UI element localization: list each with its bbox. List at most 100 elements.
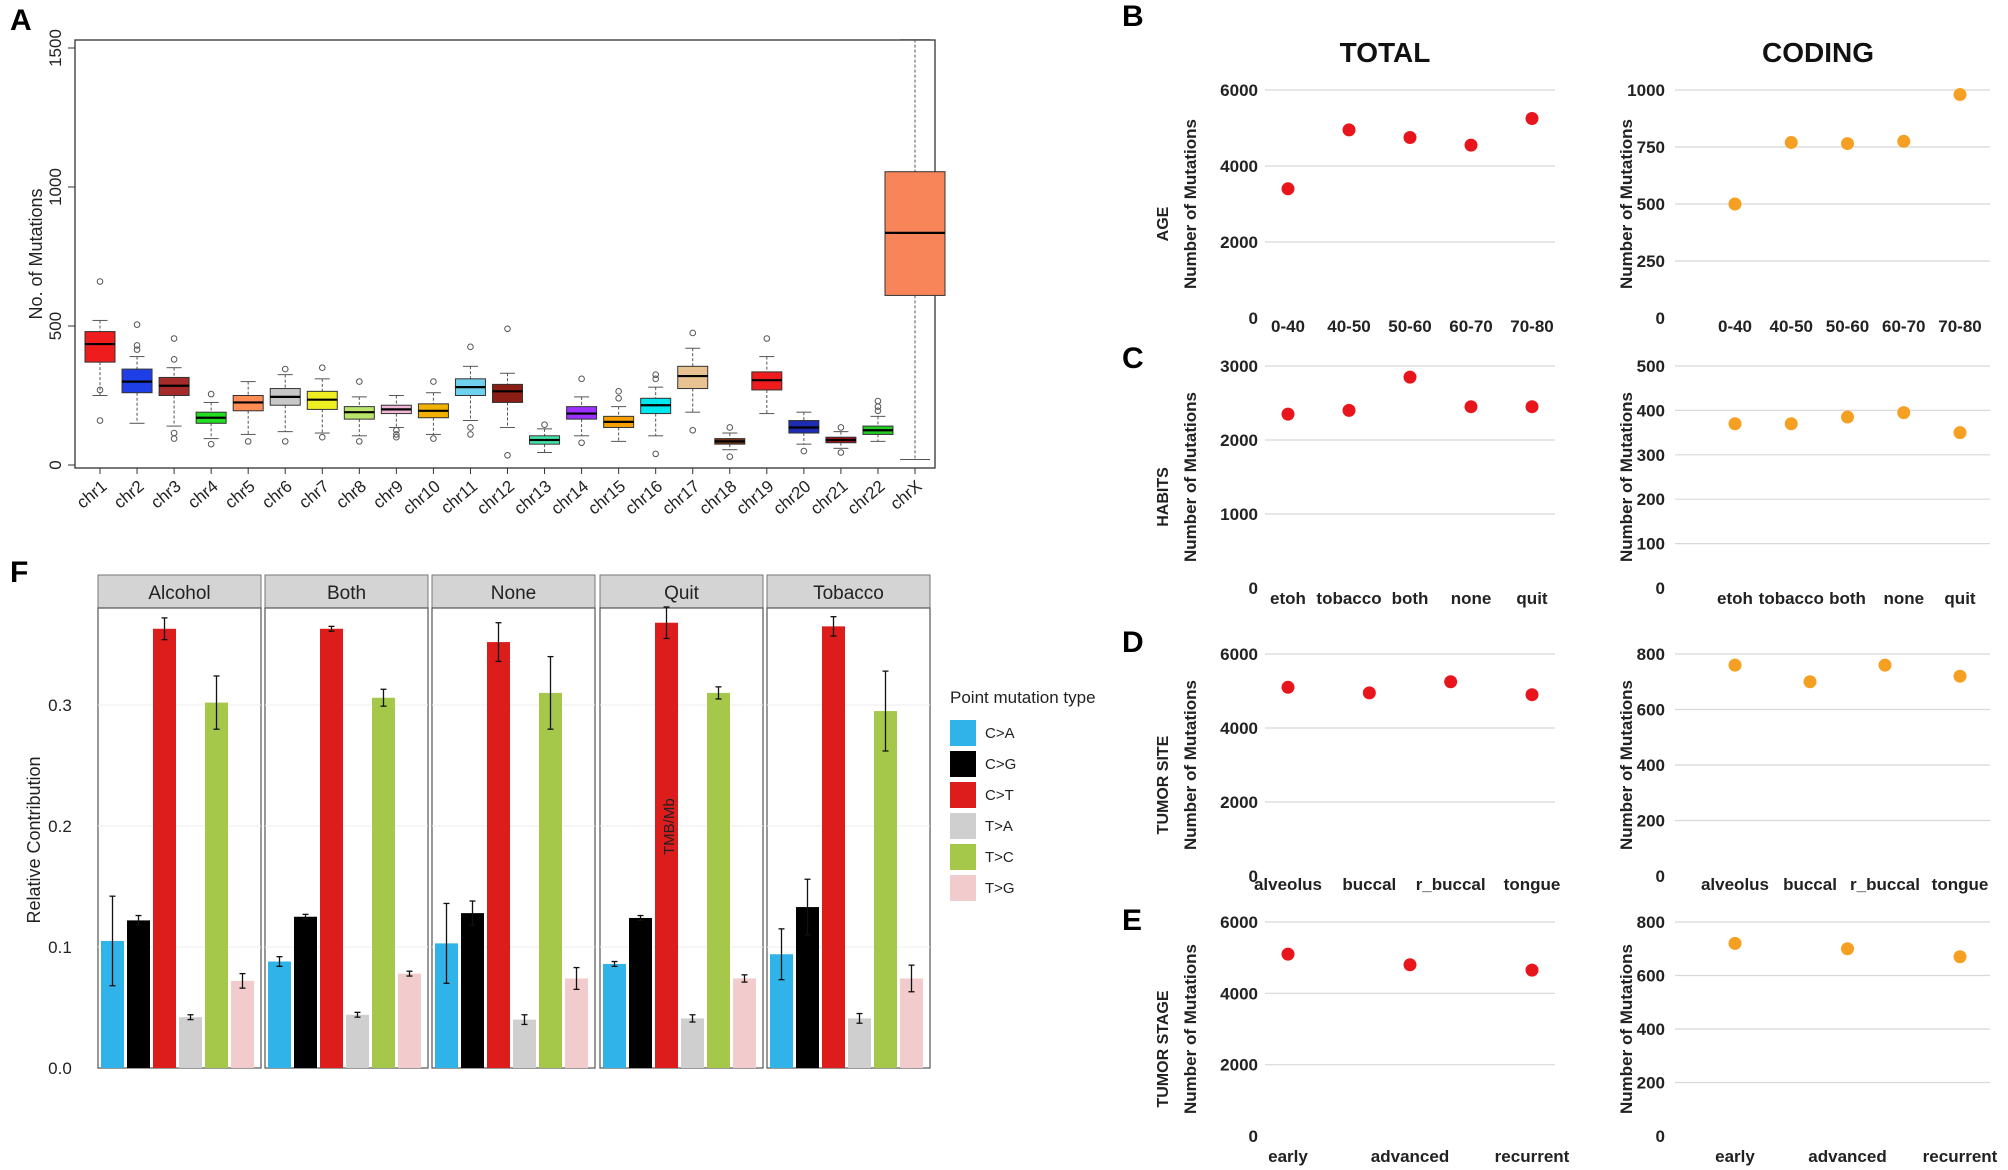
box-chr18 [714,424,746,460]
panel-letter-e: E [1122,904,1142,937]
x-tick-label: 0-40 [1718,317,1752,336]
y-tick-label: 600 [1637,701,1665,720]
outlier-point [504,451,511,459]
data-point [1953,426,1967,440]
y-tick-label: 800 [1637,645,1665,664]
bar-C>T [822,626,845,1068]
box-chr8 [343,378,375,445]
plot-frame [74,39,936,469]
box-chr3 [158,335,190,442]
y-axis-label: Number of Mutations [1181,119,1200,289]
y-tick-label: 4000 [1220,984,1258,1003]
data-point [1728,417,1742,431]
scatter-C-total: 0 1000 2000 3000 Number of Mutations HABITS et… [1155,357,1555,608]
bar-C>A [435,943,458,1068]
row-label: AGE [1155,206,1172,241]
data-point [1897,134,1911,148]
data-point [1403,131,1417,144]
box-chr13 [529,421,561,453]
outlier-point [874,397,882,405]
outlier-point [96,278,104,285]
outlier-point [133,321,141,328]
y-tick-label: 0.0 [48,1059,72,1078]
bar-C>G [294,916,317,1068]
y-tick-label: 0 [1656,1127,1665,1146]
data-point [1728,936,1742,950]
x-tick-label: alveolus [1701,875,1769,894]
y-tick-label: 0.3 [48,696,72,715]
x-tick-label: alveolus [1254,875,1322,894]
outlier-point [504,325,511,333]
facet-label: Tobacco [813,583,884,604]
x-tick-label: chr22 [844,477,889,519]
outlier-point [874,407,882,415]
box-chrX [884,39,946,460]
y-tick-label: 250 [1637,252,1665,271]
bar-T>G [733,978,756,1068]
y-tick-label: 0 [1249,579,1258,598]
y-tick-label: 200 [1637,1074,1665,1093]
legend-swatch [950,813,976,839]
bar-T>C [707,692,730,1068]
x-tick-label: buccal [1783,875,1837,894]
data-point [1878,658,1892,672]
x-tick-label: chr13 [510,477,555,519]
bar-T>G [900,978,923,1068]
y-tick-label: 6000 [1220,81,1258,100]
x-tick-label: quit [1944,589,1975,608]
bar-C>T [487,642,510,1068]
scatter-B-coding: 0 250 500 750 1000 Number of Mutations 0-40 40-… [1617,81,1990,336]
box-chr15 [603,388,635,442]
x-tick-label: 40-50 [1770,317,1813,336]
x-tick-label: quit [1516,589,1547,608]
facet-tobacco: Tobacco [766,574,931,1069]
y-tick-label: 600 [1637,967,1665,986]
facet-label: Alcohol [148,583,210,604]
panel-letter-c: C [1122,342,1144,375]
outlier-point [318,364,326,372]
bar-T>A [681,1018,704,1068]
legend-label: T>C [985,849,1014,866]
row-label: TUMOR STAGE [1155,990,1172,1107]
box-chr16 [640,371,672,458]
data-point [1784,417,1798,431]
outlier-point [467,343,474,351]
x-tick-label: chr19 [733,477,778,519]
box-chr22 [862,397,894,442]
outlier-point [318,433,326,441]
x-tick-label: etoh [1270,589,1306,608]
outlier-point [133,346,141,353]
x-tick-label: etoh [1717,589,1753,608]
box-body [492,383,523,403]
x-tick-label: early [1268,1147,1308,1166]
x-tick-label: tongue [1932,875,1989,894]
y-tick-label: 0 [1249,867,1258,886]
facet-alcohol: Alcohol [97,574,262,1069]
x-tick-label: r_buccal [1850,875,1920,894]
x-tick-label: recurrent [1495,1147,1570,1166]
y-tick-label: 2000 [1220,1056,1258,1075]
column-title-coding: CODING [1762,37,1874,68]
outlier-point [689,426,697,434]
data-point [1362,686,1376,700]
facet-label: None [491,583,536,604]
bar-T>C [874,711,897,1068]
outlier-point [541,421,548,428]
outlier-point [578,375,585,383]
y-tick-label: 6000 [1220,645,1258,664]
facet-label: Both [327,583,366,604]
y-tick-label: 400 [1637,1020,1665,1039]
y-tick-label: 3000 [1220,357,1258,376]
y-tick-label: 0 [1249,309,1258,328]
bar-T>C [372,697,395,1068]
x-tick-label: 60-70 [1882,317,1925,336]
bar-C>G [796,907,819,1068]
panel-letter-b: B [1122,0,1144,33]
bar-T>G [565,978,588,1068]
y-tick-label: 0 [46,460,65,469]
bar-T>A [513,1019,536,1068]
y-tick-label: 400 [1637,756,1665,775]
x-tick-label: chr5 [221,477,259,513]
y-tick-label: 0 [1656,309,1665,328]
